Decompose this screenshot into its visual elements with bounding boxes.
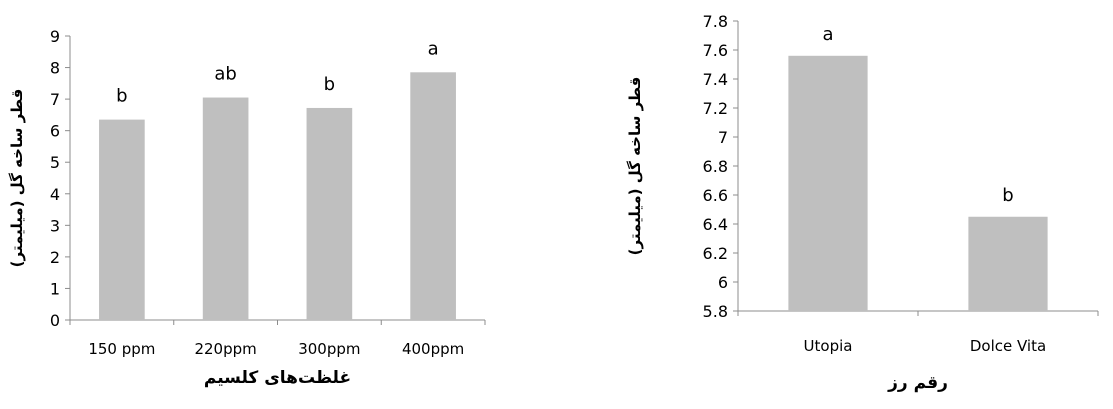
bar-data-label: ab [214, 64, 236, 85]
y-tick-label: 6.8 [703, 157, 728, 176]
y-tick-label: 6 [50, 122, 60, 141]
y-tick-label: 7.8 [703, 12, 728, 31]
y-axis-title: قطر ساخه گل (میلیمتر) [626, 77, 644, 256]
bar-data-label: a [428, 38, 439, 59]
bar [202, 97, 249, 321]
x-axis-title: غلظت‌های کلسیم [204, 368, 351, 388]
y-tick-label: 7.6 [703, 41, 728, 60]
x-category-label: Utopia [804, 337, 853, 355]
bar [99, 119, 145, 320]
bar [410, 72, 456, 321]
y-tick-label: 7 [50, 90, 60, 109]
y-tick-label: 0 [50, 311, 60, 330]
x-category-label: 220ppm [194, 340, 256, 358]
x-category-label: 400ppm [402, 340, 464, 358]
rose-cultivar-chart: 5.8 6 6.2 6.4 6.6 6.8 7 7.2 7.4 7.6 7.8 a Utopia b Dol… [626, 12, 1099, 393]
x-category-label: 300ppm [298, 340, 360, 358]
y-tick-label: 9 [50, 27, 60, 46]
y-tick-label: 6.6 [703, 186, 728, 205]
y-tick-label: 5 [50, 153, 60, 172]
bar-data-label: a [822, 24, 833, 45]
bar [788, 55, 868, 311]
x-axis-title: رقم رز [887, 373, 948, 393]
bar [306, 107, 353, 321]
y-tick-label: 2 [50, 248, 60, 267]
y-tick-label: 8 [50, 59, 60, 78]
y-tick-label: 3 [50, 216, 60, 235]
y-tick-label: 7 [718, 128, 728, 147]
y-tick-label: 6 [718, 273, 728, 292]
calcium-concentration-chart: 0 1 2 3 4 5 6 7 8 9 b 150 ppm ab 220ppm b 300ppm a 400ppm… [8, 27, 486, 388]
bar-data-label: b [1002, 185, 1013, 206]
y-tick-label: 5.8 [703, 302, 728, 321]
y-tick-label: 4 [50, 185, 60, 204]
x-category-label: 150 ppm [88, 340, 155, 358]
y-tick-label: 7.4 [703, 70, 728, 89]
bar [968, 216, 1048, 311]
y-axis-title: قطر ساخه گل (میلیمتر) [8, 89, 26, 268]
y-tick-label: 6.2 [703, 244, 728, 263]
bar-data-label: b [116, 86, 127, 107]
y-tick-label: 1 [50, 279, 60, 298]
bar-data-label: b [324, 74, 335, 95]
y-tick-label: 6.4 [703, 215, 728, 234]
x-category-label: Dolce Vita [970, 337, 1046, 355]
y-tick-label: 7.2 [703, 99, 728, 118]
